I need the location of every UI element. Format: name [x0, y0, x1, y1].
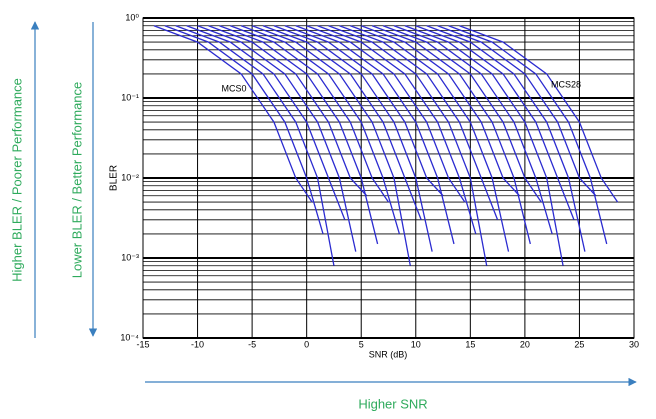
x-tick-label: -15: [136, 339, 149, 349]
line-series: [393, 25, 553, 235]
line-series: [295, 25, 455, 245]
line-series: [273, 25, 433, 252]
x-tick-label: -5: [248, 339, 256, 349]
line-series: [153, 25, 313, 203]
y-tick-label: 10⁻²: [121, 172, 139, 182]
line-series: [164, 25, 324, 235]
y-tick-label: 10⁻⁴: [120, 332, 139, 342]
x-tick-label: 20: [520, 339, 530, 349]
line-series: [240, 25, 401, 235]
y-tick-label: 10⁰: [125, 12, 139, 22]
x-tick-label: 0: [304, 339, 309, 349]
y-tick-label: 10⁻¹: [121, 92, 139, 102]
line-series: [437, 25, 597, 197]
x-tick-label: -10: [191, 339, 204, 349]
annotation: MCS0: [221, 83, 246, 93]
line-series: [306, 25, 466, 203]
line-series: [284, 25, 444, 197]
line-series: [382, 25, 542, 203]
annotation: MCS28: [551, 79, 581, 89]
line-series: [459, 25, 619, 203]
y-tick-label: 10⁻³: [121, 252, 139, 262]
x-tick-label: 5: [359, 339, 364, 349]
line-series: [186, 25, 346, 221]
line-series: [339, 25, 499, 221]
line-series: [404, 25, 564, 266]
line-series: [208, 25, 368, 197]
x-axis-label: SNR (dB): [369, 349, 408, 359]
y-axis-label: BLER: [109, 165, 120, 191]
line-series: [371, 25, 531, 245]
x-tick-label: 15: [465, 339, 475, 349]
side-note: Higher BLER / Poorer Performance: [9, 78, 24, 282]
line-series: [415, 25, 575, 221]
line-series: [360, 25, 520, 197]
line-series: [230, 25, 390, 203]
line-series: [448, 25, 608, 245]
line-series: [197, 25, 357, 252]
line-series: [262, 25, 422, 221]
side-note: Higher SNR: [358, 396, 427, 411]
x-tick-label: 10: [411, 339, 421, 349]
line-series: [426, 25, 586, 252]
x-tick-label: 30: [629, 339, 639, 349]
line-series: [350, 25, 510, 252]
line-series: [175, 25, 335, 266]
line-series: [219, 25, 379, 245]
line-series: [328, 25, 488, 266]
side-note: Lower BLER / Better Performance: [69, 82, 84, 279]
line-series: [251, 25, 411, 266]
line-series: [317, 25, 477, 235]
x-tick-label: 25: [574, 339, 584, 349]
